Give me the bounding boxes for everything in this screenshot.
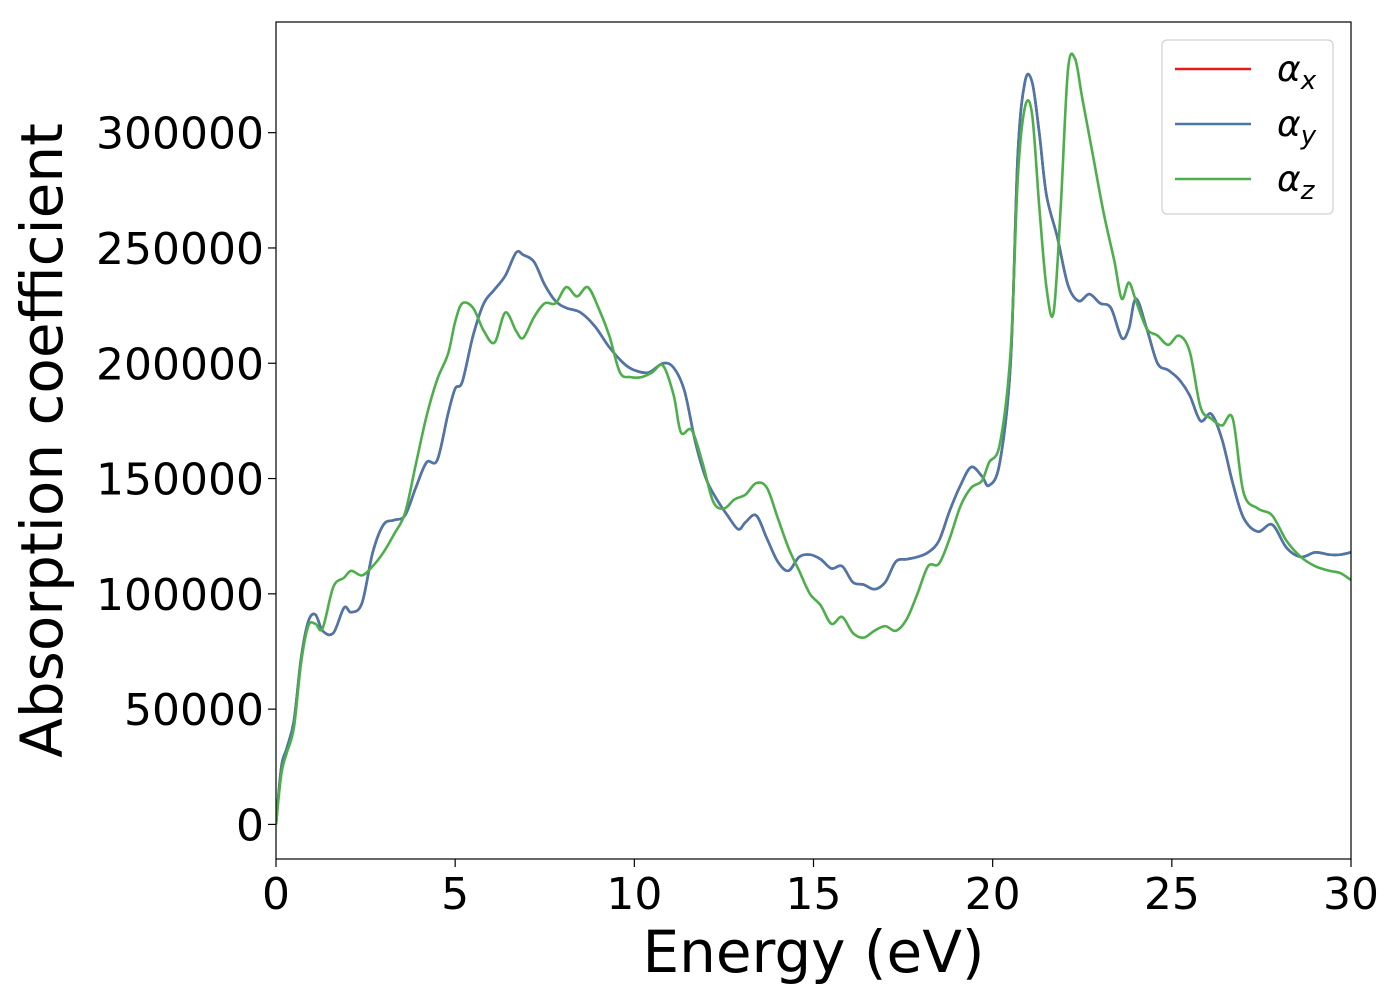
x-tick-label: 10	[606, 869, 662, 920]
legend-symbol: α	[1277, 104, 1301, 145]
legend-subscript: z	[1300, 176, 1316, 206]
x-axis-ticks: 0 5 10 15 20 25 30	[262, 859, 1379, 920]
legend-subscript: y	[1300, 121, 1317, 151]
legend-frame	[1161, 39, 1334, 215]
x-axis-title: Energy (eV)	[642, 918, 984, 986]
x-tick-label: 20	[965, 869, 1021, 920]
legend-label-x: αx	[1277, 49, 1317, 96]
y-tick-label: 200000	[96, 339, 264, 390]
legend-label-z: αz	[1277, 159, 1316, 206]
series-line-z	[276, 52, 1351, 825]
y-tick-label: 100000	[96, 570, 264, 621]
series-layer	[276, 52, 1351, 825]
y-tick-label: 300000	[96, 109, 264, 160]
x-tick-label: 30	[1323, 869, 1379, 920]
y-tick-label: 0	[236, 800, 264, 851]
y-axis-title: Absorption coefficient	[8, 123, 76, 758]
x-tick-label: 5	[441, 869, 469, 920]
series-line-y	[276, 72, 1351, 825]
legend-label-y: αy	[1277, 104, 1317, 151]
y-axis-ticks: 0 50000 100000 150000 200000 250000 300000	[96, 109, 276, 851]
legend-subscript: x	[1300, 66, 1317, 96]
y-tick-label: 50000	[124, 685, 264, 736]
x-tick-label: 25	[1144, 869, 1200, 920]
y-tick-label: 150000	[96, 455, 264, 506]
legend-symbol: α	[1277, 159, 1301, 200]
x-tick-label: 15	[786, 869, 842, 920]
x-tick-label: 0	[262, 869, 290, 920]
y-tick-label: 250000	[96, 224, 264, 275]
legend-symbol: α	[1277, 49, 1301, 90]
